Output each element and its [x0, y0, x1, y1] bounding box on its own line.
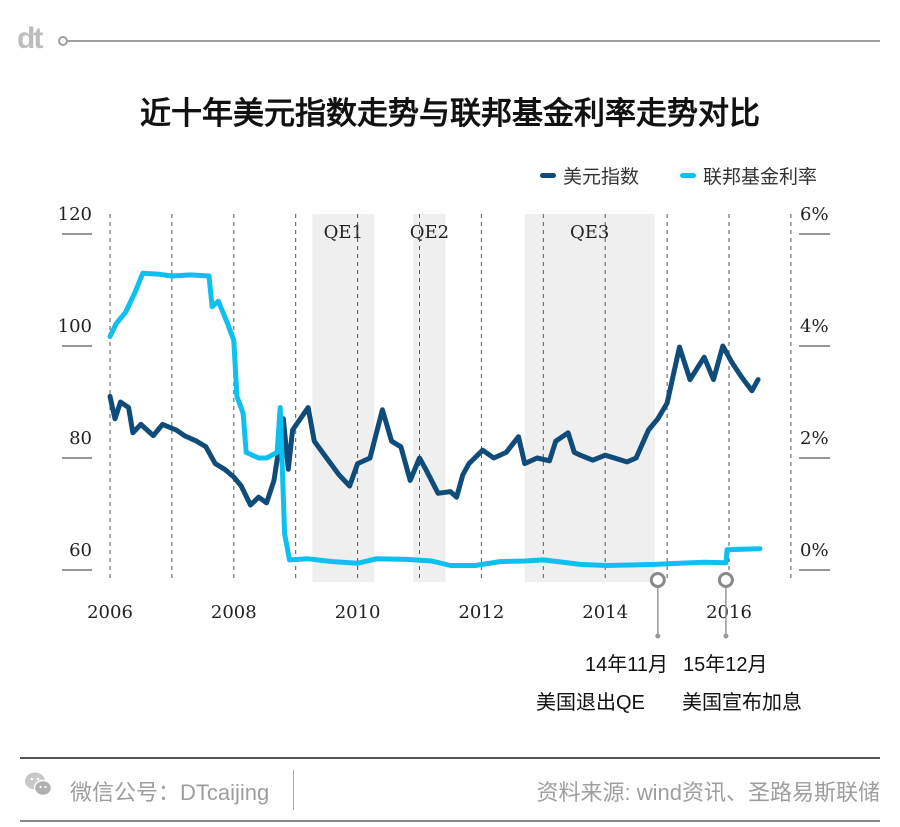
legend-label: 美元指数: [563, 167, 640, 188]
annotation-text-qe-exit: 美国退出QE: [536, 692, 645, 714]
header-rule: [66, 40, 880, 42]
shaded-period-qe2: [413, 214, 446, 582]
annotation-marker: [717, 572, 734, 588]
legend-item-fed-rate: 联邦基金利率: [680, 162, 817, 189]
y-left-tick-label: 100: [58, 316, 92, 337]
y-right-tick-label: 4%: [800, 316, 829, 337]
footer-rule-top: [20, 757, 880, 759]
series-fed-funds-rate: [107, 270, 763, 568]
data-source: 资料来源: wind资讯、圣路易斯联储: [536, 780, 880, 805]
shaded-period-qe1: [312, 214, 375, 582]
dt-logo: dt: [17, 22, 43, 55]
x-tick-label: 2008: [211, 602, 257, 623]
wechat-icon: [25, 772, 52, 797]
y-right-tick-label: 2%: [800, 428, 829, 449]
x-tick-label: 2010: [335, 602, 381, 623]
chart-title: 近十年美元指数走势与联邦基金利率走势对比: [140, 96, 760, 131]
y-right-tick-label: 6%: [800, 204, 829, 225]
y-left-tick-label: 60: [69, 540, 92, 561]
wechat-account: 微信公号：DTcaijing: [70, 780, 270, 805]
x-tick-label: 2006: [87, 602, 133, 623]
shaded-period-label: QE2: [410, 222, 449, 243]
chart-plot: QE1 QE2 QE3 2006 2008 2010 2012 2014 2016 120 100…: [58, 204, 830, 639]
series-dollar-index: [107, 343, 761, 508]
y-left-tick-label: 120: [58, 204, 92, 225]
legend-swatch-light: [680, 173, 696, 178]
y-left-tick-label: 80: [69, 428, 92, 449]
annotation-dot: [655, 633, 661, 639]
y-right-tick-label: 0%: [800, 540, 829, 561]
annotation-date-qe-exit: 14年11月: [585, 654, 669, 676]
shaded-period-qe3: [524, 214, 655, 582]
x-tick-label: 2014: [582, 602, 628, 623]
x-tick-label: 2012: [458, 602, 504, 623]
shaded-period-label: QE3: [570, 222, 609, 243]
legend-item-dollar-index: 美元指数: [540, 162, 639, 189]
annotation-text-rate-hike: 美国宣布加息: [682, 692, 802, 714]
annotation-dot: [723, 633, 729, 639]
footer-rule-bottom: [20, 820, 880, 822]
shaded-period-label: QE1: [324, 222, 363, 243]
legend-label: 联邦基金利率: [703, 167, 818, 188]
legend-swatch-dark: [540, 173, 556, 178]
annotation-marker: [649, 572, 666, 588]
x-tick-label: 2016: [706, 602, 752, 623]
footer-divider: [293, 770, 294, 810]
annotation-date-rate-hike: 15年12月: [683, 654, 768, 676]
